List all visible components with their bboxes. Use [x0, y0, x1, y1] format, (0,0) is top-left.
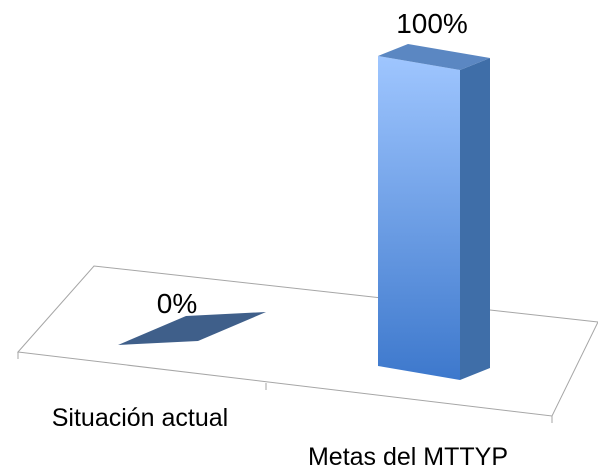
bar-metas-mttyp-side: [460, 58, 490, 380]
bar-metas-mttyp-front: [378, 56, 460, 380]
bar-situacion-actual-flat: [118, 312, 266, 345]
category-label-metas-mttyp: Metas del MTTYP: [308, 443, 508, 470]
chart-floor: [16, 265, 598, 417]
bar-metas-mttyp-top: [378, 44, 490, 70]
data-label-metas-mttyp: 100%: [396, 8, 468, 39]
category-label-situacion-actual: Situación actual: [52, 404, 229, 432]
bars-group: [118, 44, 490, 380]
data-label-situacion-actual: 0%: [157, 288, 197, 319]
